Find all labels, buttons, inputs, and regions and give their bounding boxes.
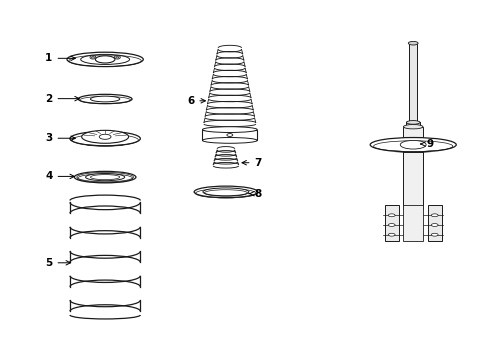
Ellipse shape: [387, 233, 394, 236]
Bar: [403, 205, 422, 241]
Ellipse shape: [407, 41, 417, 45]
Text: 7: 7: [242, 158, 262, 168]
Ellipse shape: [90, 96, 120, 102]
Ellipse shape: [70, 131, 140, 146]
Ellipse shape: [81, 130, 128, 143]
Ellipse shape: [78, 94, 132, 104]
Ellipse shape: [226, 134, 232, 136]
Text: 8: 8: [248, 189, 261, 199]
Ellipse shape: [202, 138, 257, 143]
Ellipse shape: [74, 171, 136, 183]
Bar: [408, 43, 416, 122]
Ellipse shape: [114, 55, 120, 59]
Ellipse shape: [400, 140, 425, 149]
Ellipse shape: [95, 56, 115, 63]
Ellipse shape: [406, 125, 419, 129]
Ellipse shape: [202, 127, 257, 132]
Text: 2: 2: [45, 94, 79, 104]
Text: 5: 5: [45, 258, 70, 268]
Bar: [202, 130, 257, 140]
Bar: [403, 127, 422, 209]
Bar: [384, 205, 398, 241]
Ellipse shape: [67, 52, 143, 67]
Ellipse shape: [406, 121, 419, 124]
Text: 1: 1: [45, 53, 75, 63]
Ellipse shape: [387, 214, 394, 217]
Ellipse shape: [369, 138, 455, 152]
Ellipse shape: [387, 224, 394, 226]
Bar: [427, 205, 441, 241]
Ellipse shape: [403, 207, 422, 211]
Ellipse shape: [99, 134, 111, 139]
Ellipse shape: [430, 233, 437, 236]
Bar: [403, 152, 422, 209]
Ellipse shape: [403, 125, 422, 129]
Ellipse shape: [430, 214, 437, 217]
Text: 9: 9: [420, 139, 433, 149]
Bar: [406, 122, 419, 127]
Ellipse shape: [203, 188, 248, 196]
Ellipse shape: [85, 174, 124, 181]
Text: 3: 3: [45, 133, 75, 143]
Ellipse shape: [408, 121, 417, 124]
Text: 6: 6: [187, 96, 205, 106]
Ellipse shape: [90, 55, 96, 59]
Ellipse shape: [194, 186, 257, 198]
Text: 4: 4: [45, 171, 74, 181]
Ellipse shape: [430, 224, 437, 226]
